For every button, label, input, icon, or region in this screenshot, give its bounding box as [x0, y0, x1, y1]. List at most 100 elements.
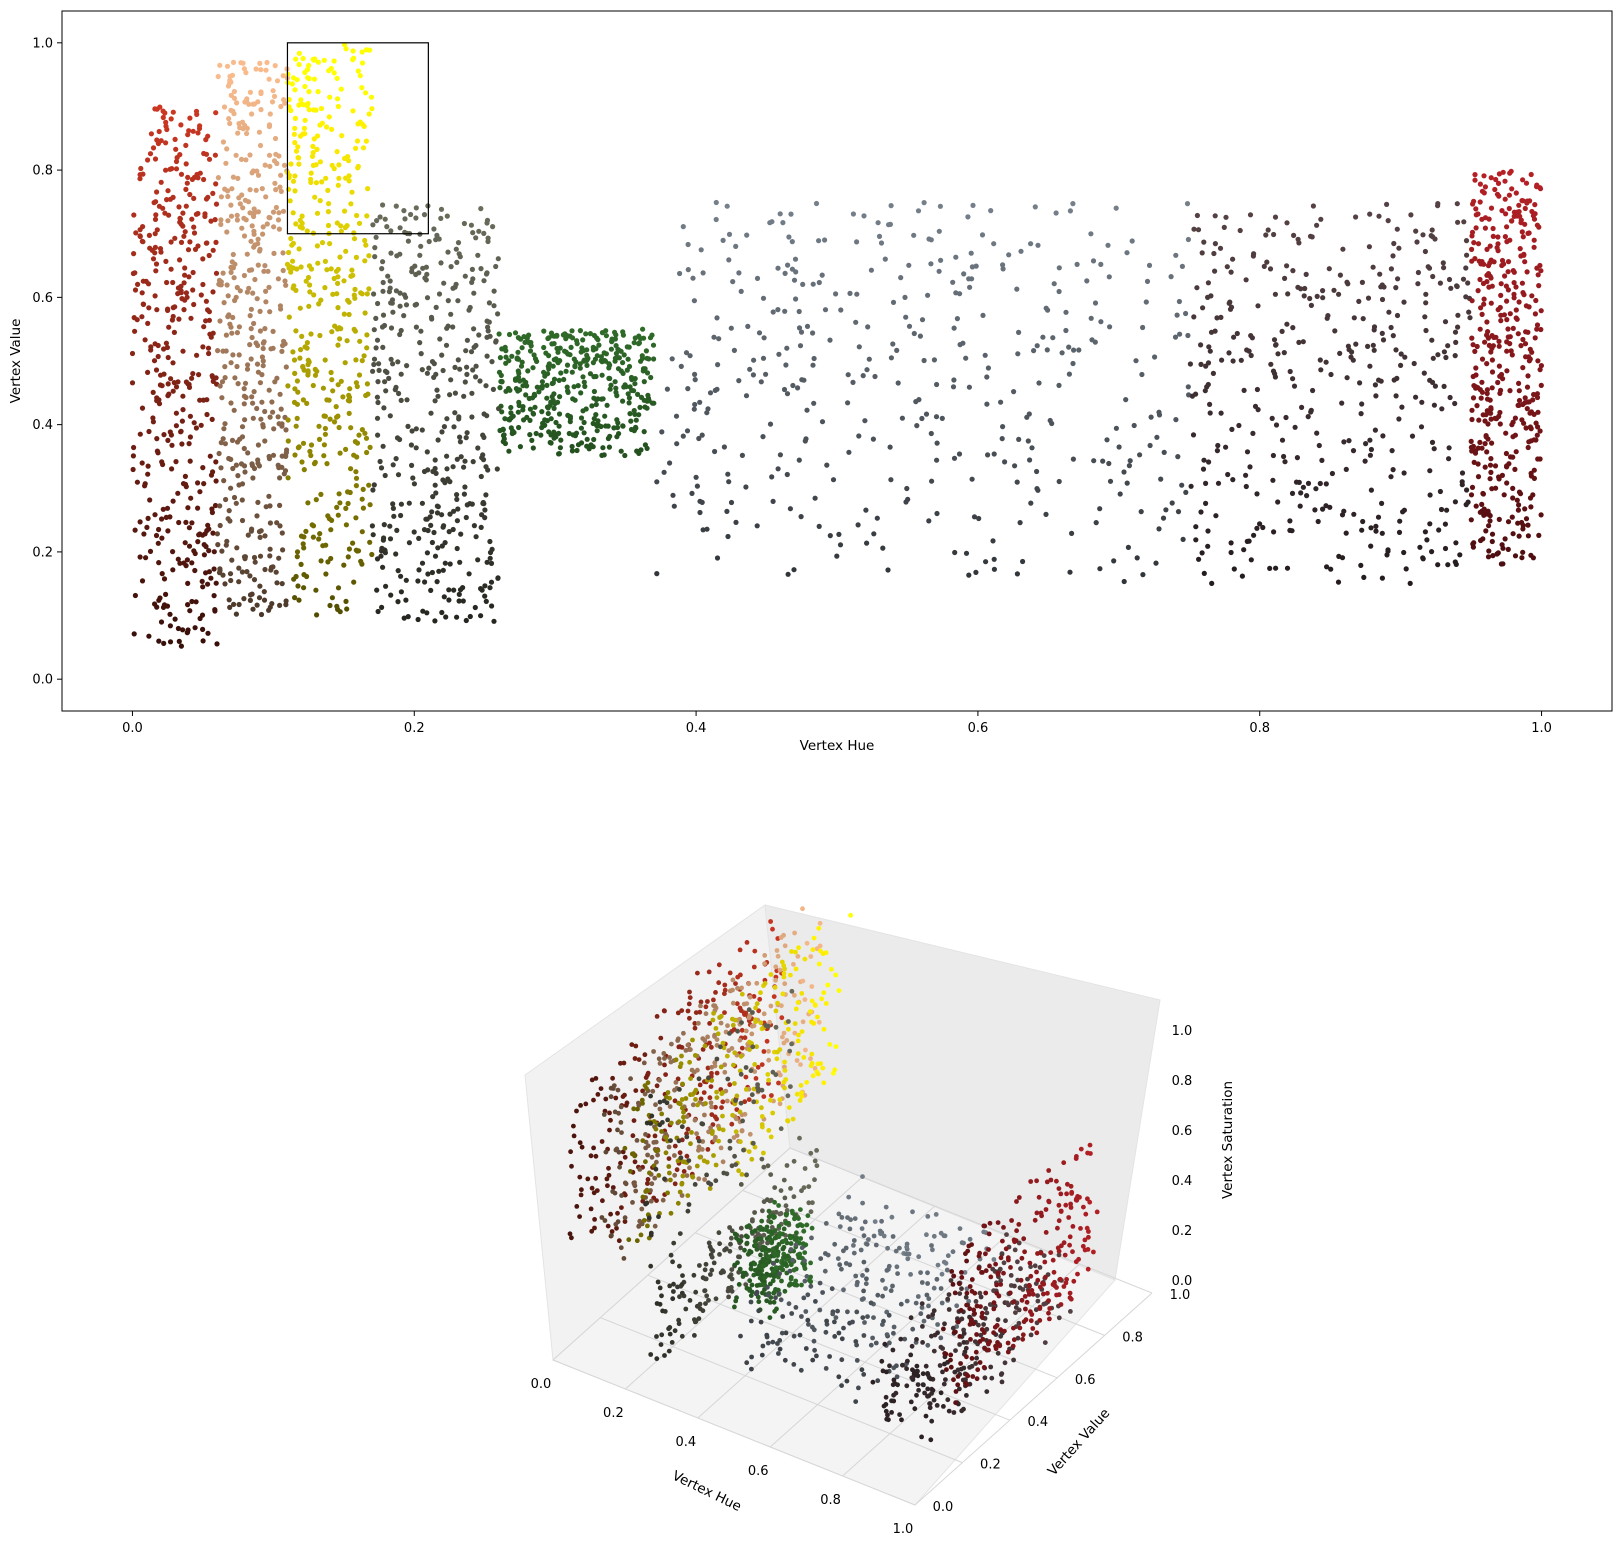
scatter-point	[864, 540, 870, 546]
scatter-point	[1496, 363, 1502, 369]
scatter-point-3d	[774, 1306, 779, 1312]
scatter-point-3d	[686, 1202, 692, 1207]
scatter-point	[1510, 495, 1516, 501]
scatter-point	[184, 180, 190, 186]
scatter-point-3d	[629, 1042, 635, 1047]
scatter-point	[888, 355, 895, 361]
scatter-point	[1531, 411, 1537, 417]
scatter-point	[1372, 427, 1378, 433]
scatter-point	[227, 571, 234, 577]
scatter-point	[363, 138, 369, 144]
scatter-point	[733, 519, 739, 526]
scatter-point	[777, 452, 784, 458]
scatter-point	[325, 222, 332, 229]
scatter-point	[1516, 380, 1522, 386]
scatter-point	[1409, 433, 1416, 439]
scatter-point	[890, 299, 897, 305]
scatter-point	[1017, 520, 1023, 526]
scatter-point-3d	[884, 1332, 890, 1337]
scatter-point	[130, 453, 136, 459]
scatter-point	[569, 369, 575, 375]
scatter-point	[661, 469, 667, 475]
scatter-point-3d	[796, 1032, 801, 1038]
scatter-point	[433, 304, 439, 310]
scatter-point-3d	[649, 1113, 655, 1119]
scatter-point-3d	[880, 1277, 885, 1283]
scatter-point	[239, 517, 246, 524]
scatter-point	[222, 364, 228, 370]
scatter-point	[609, 339, 615, 345]
scatter-point-3d	[749, 1354, 754, 1360]
scatter-point	[380, 344, 386, 350]
scatter-point	[266, 607, 272, 613]
scatter-point	[1370, 264, 1376, 270]
scatter-point-3d	[743, 1282, 749, 1287]
scatter-point	[150, 415, 156, 421]
scatter-point	[903, 314, 909, 320]
scatter-point	[310, 143, 316, 149]
scatter-point	[1343, 530, 1349, 536]
scatter-point-3d	[790, 1116, 796, 1122]
scatter-point	[1502, 234, 1508, 240]
scatter-point	[156, 638, 162, 644]
scatter-point	[143, 278, 149, 284]
scatter-point-3d	[607, 1127, 612, 1133]
scatter-point	[558, 370, 564, 376]
scatter-point	[1228, 540, 1234, 546]
scatter-point	[556, 451, 562, 457]
scatter-point	[176, 316, 182, 322]
scatter-point	[1323, 359, 1329, 365]
scatter-point	[1518, 343, 1524, 349]
scatter-point-3d	[779, 1330, 785, 1336]
scatter-point-3d	[713, 1162, 719, 1168]
scatter-point-3d	[750, 1044, 756, 1050]
scatter-point	[1011, 389, 1017, 395]
scatter-point	[374, 394, 380, 400]
scatter-point	[1422, 314, 1428, 320]
scatter-point	[854, 291, 860, 297]
scatter-point	[454, 496, 460, 502]
scatter-point	[1088, 315, 1094, 321]
scatter-point-3d	[782, 1195, 788, 1201]
scatter-point	[1067, 208, 1073, 214]
scatter-point-3d	[738, 1225, 744, 1231]
scatter-point	[185, 174, 191, 180]
scatter-point	[159, 535, 165, 541]
scatter-point	[200, 626, 206, 633]
scatter-point-3d	[976, 1322, 981, 1328]
scatter-point-3d	[642, 1091, 648, 1097]
scatter-point	[397, 303, 403, 309]
scatter-point	[1484, 361, 1490, 367]
scatter-point-3d	[660, 1197, 666, 1203]
scatter-point	[632, 335, 638, 341]
scatter-point-3d	[725, 1076, 731, 1082]
scatter-point	[785, 262, 791, 268]
scatter-point	[1463, 265, 1469, 271]
scatter-point	[1126, 463, 1132, 469]
scatter-point	[257, 534, 263, 541]
scatter-point	[903, 499, 909, 505]
scatter-point-3d	[709, 1254, 715, 1260]
scatter-point	[1379, 296, 1386, 303]
scatter-point	[203, 318, 209, 324]
scatter-point	[1468, 517, 1474, 523]
scatter-point	[359, 85, 365, 91]
scatter-point	[439, 543, 445, 549]
scatter-point-3d	[797, 1251, 803, 1257]
scatter-point	[1520, 198, 1526, 204]
scatter-point	[225, 293, 231, 299]
scatter-point	[1287, 527, 1293, 534]
scatter-point	[580, 408, 586, 414]
scatter-point-3d	[904, 1298, 910, 1304]
scatter-point-3d	[771, 1299, 777, 1305]
scatter-point	[428, 410, 434, 416]
scatter-point	[304, 340, 310, 346]
scatter-point	[635, 391, 641, 397]
scatter-point-3d	[643, 1159, 648, 1165]
scatter-point	[578, 425, 585, 431]
scatter-point-3d	[744, 1360, 750, 1366]
scatter-point	[249, 267, 255, 273]
scatter-point	[1470, 373, 1476, 380]
scatter-point-3d	[617, 1164, 622, 1170]
scatter-point	[530, 365, 536, 371]
